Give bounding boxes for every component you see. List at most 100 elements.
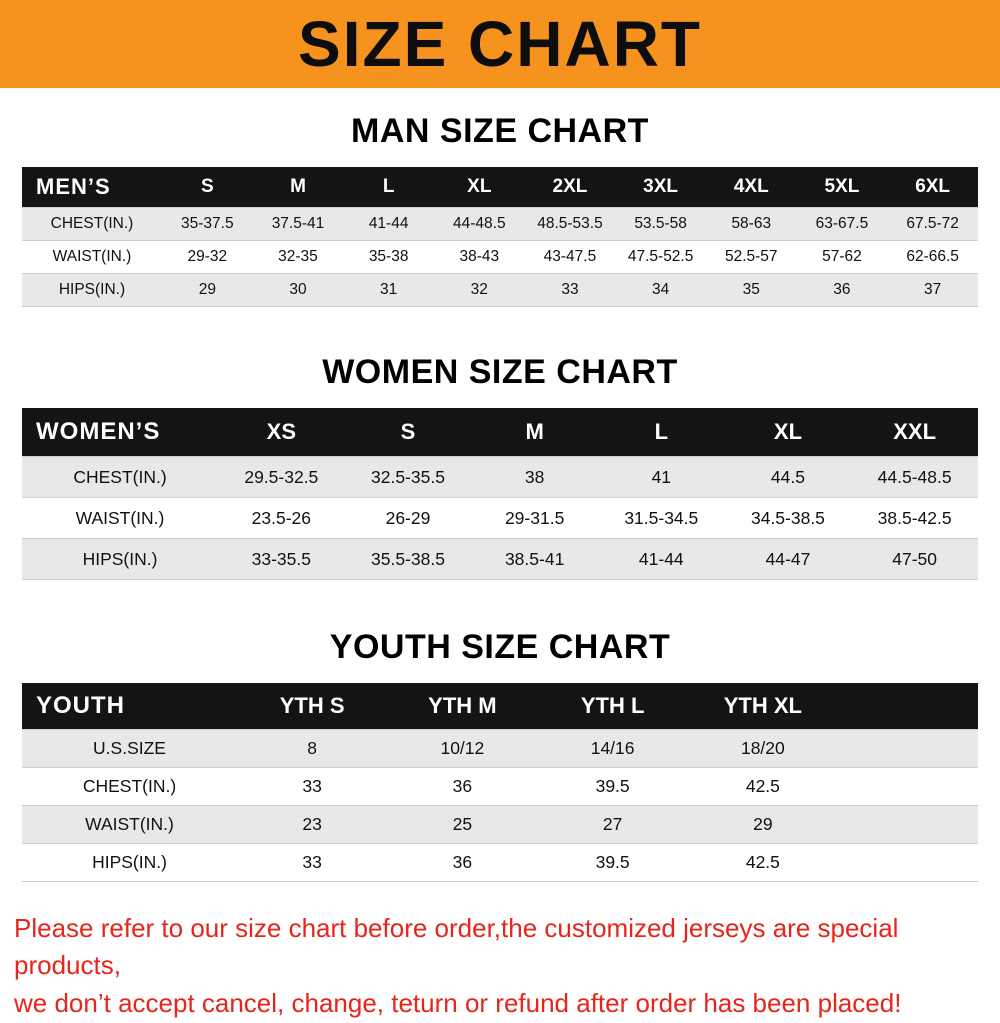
size-value: 29 [162,273,253,307]
measurement-label: CHEST(IN.) [22,456,218,498]
size-value: 38 [471,456,598,498]
men-size-column-header: XL [433,167,525,207]
size-value: 38-43 [433,240,525,274]
notice-line-2: we don’t accept cancel, change, teturn o… [14,987,902,1018]
size-value: 29.5-32.5 [218,456,345,498]
size-value: 23 [237,805,388,844]
women-size-column-header: L [597,407,725,457]
men-size-column-header: 6XL [887,167,978,207]
size-value: 63-67.5 [796,206,888,241]
size-value: 33 [237,767,388,806]
filler-cell [838,683,978,729]
women-size-column-header: XL [724,407,852,457]
size-value: 39.5 [537,767,688,806]
size-value: 38.5-41 [471,538,598,580]
men-size-chart-section: MAN SIZE CHART MEN’S S M L XL 2XL 3XL 4XL 5XL 6XL C… [0,112,1000,307]
size-value: 33 [524,273,616,307]
size-value: 31.5-34.5 [597,497,725,539]
men-size-column-header: 4XL [705,167,797,207]
measurement-label: HIPS(IN.) [22,538,218,580]
men-table-row: WAIST(IN.) 29-32 32-35 35-38 38-43 43-47.5 47.… [22,240,978,274]
youth-table-row: WAIST(IN.) 23 25 27 29 [22,805,978,844]
filler-cell [838,728,978,768]
women-table-row: WAIST(IN.) 23.5-26 26-29 29-31.5 31.5-34.5 34… [22,497,978,539]
size-value: 25 [387,805,538,844]
measurement-label: U.S.SIZE [22,728,237,768]
size-value: 44-48.5 [433,206,525,241]
size-value: 67.5-72 [887,206,978,241]
youth-corner-label: YOUTH [22,683,237,729]
size-value: 26-29 [344,497,472,539]
size-value: 44.5-48.5 [851,456,978,498]
size-value: 36 [387,843,538,882]
measurement-label: WAIST(IN.) [22,497,218,539]
size-value: 35.5-38.5 [344,538,472,580]
men-size-column-header: 2XL [524,167,616,207]
size-value: 33-35.5 [218,538,345,580]
women-size-table: WOMEN’S XS S M L XL XXL CHEST(IN.) 29.5-32.5 32.5… [22,407,978,580]
women-header-row: WOMEN’S XS S M L XL XXL [22,407,978,457]
size-value: 42.5 [687,767,838,806]
size-value: 37.5-41 [252,206,344,241]
men-corner-label: MEN’S [22,167,162,207]
men-size-column-header: M [252,167,344,207]
footer-notice: Please refer to our size chart before or… [0,910,1000,1023]
filler-cell [838,805,978,844]
size-value: 47.5-52.5 [615,240,706,274]
size-value: 27 [537,805,688,844]
size-value: 58-63 [705,206,797,241]
men-size-column-header: 3XL [615,167,706,207]
men-table-row: HIPS(IN.) 29 30 31 32 33 34 35 36 37 [22,273,978,307]
notice-line-1: Please refer to our size chart before or… [14,912,899,981]
men-size-column-header: L [343,167,434,207]
size-value: 41-44 [597,538,725,580]
measurement-label: WAIST(IN.) [22,240,162,274]
size-value: 42.5 [687,843,838,882]
men-header-row: MEN’S S M L XL 2XL 3XL 4XL 5XL 6XL [22,167,978,207]
youth-chart-title: YOUTH SIZE CHART [329,628,671,666]
men-size-column-header: S [162,167,253,207]
size-value: 35-38 [343,240,434,274]
size-value: 34.5-38.5 [724,497,852,539]
size-value: 39.5 [537,843,688,882]
size-value: 18/20 [687,728,838,768]
filler-cell [838,767,978,806]
banner: SIZE CHART [0,0,1000,88]
measurement-label: CHEST(IN.) [22,767,237,806]
size-value: 37 [887,273,978,307]
size-value: 30 [252,273,344,307]
size-value: 29-31.5 [471,497,598,539]
size-value: 36 [387,767,538,806]
size-value: 32.5-35.5 [344,456,472,498]
youth-table-row: HIPS(IN.) 33 36 39.5 42.5 [22,843,978,882]
size-value: 62-66.5 [887,240,978,274]
size-value: 47-50 [851,538,978,580]
women-table-row: HIPS(IN.) 33-35.5 35.5-38.5 38.5-41 41-44 44-… [22,538,978,580]
youth-size-table: YOUTH YTH S YTH M YTH L YTH XL U.S.SIZE 8 10/12… [22,683,978,882]
size-value: 44.5 [724,456,852,498]
size-value: 35 [705,273,797,307]
size-value: 48.5-53.5 [524,206,616,241]
women-size-column-header: XXL [851,407,978,457]
youth-size-column-header: YTH L [537,683,688,729]
youth-size-column-header: YTH M [387,683,538,729]
women-size-chart-section: WOMEN SIZE CHART WOMEN’S XS S M L XL XXL CHEST(I… [0,353,1000,580]
women-size-column-header: S [344,407,472,457]
size-value: 10/12 [387,728,538,768]
measurement-label: HIPS(IN.) [22,843,237,882]
men-chart-title: MAN SIZE CHART [351,112,649,150]
size-value: 31 [343,273,434,307]
size-value: 34 [615,273,706,307]
size-value: 41 [597,456,725,498]
size-value: 53.5-58 [615,206,706,241]
size-value: 33 [237,843,388,882]
youth-header-row: YOUTH YTH S YTH M YTH L YTH XL [22,683,978,729]
size-value: 32-35 [252,240,344,274]
youth-table-row: U.S.SIZE 8 10/12 14/16 18/20 [22,728,978,768]
measurement-label: HIPS(IN.) [22,273,162,307]
women-table-row: CHEST(IN.) 29.5-32.5 32.5-35.5 38 41 44.5 44.5… [22,456,978,498]
size-value: 38.5-42.5 [851,497,978,539]
youth-size-chart-section: YOUTH SIZE CHART YOUTH YTH S YTH M YTH L YTH … [0,628,1000,882]
size-value: 8 [237,728,388,768]
